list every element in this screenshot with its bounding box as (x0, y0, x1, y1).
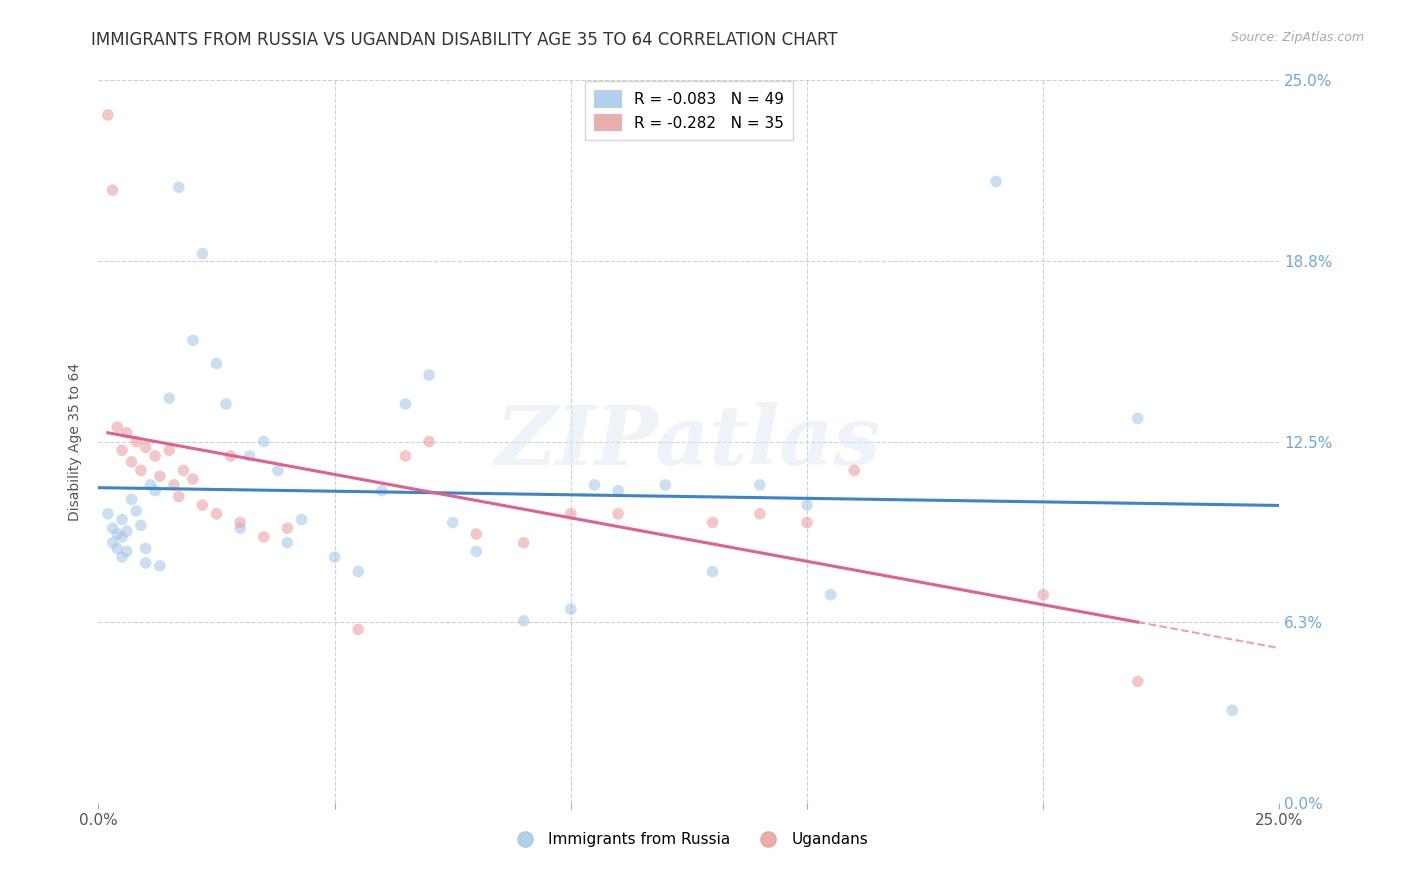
Point (129, 518, 152, 533)
Y-axis label: Disability Age 35 to 64: Disability Age 35 to 64 (69, 362, 83, 521)
Point (125, 434, 148, 449)
Point (347, 623, 370, 637)
Point (1126, 674, 1149, 689)
Point (115, 524, 138, 538)
Point (276, 535, 298, 549)
Point (135, 556, 157, 570)
Point (267, 463, 290, 477)
Point (441, 516, 464, 530)
Point (702, 516, 724, 530)
Point (143, 449, 166, 463)
Point (105, 527, 128, 541)
Point (215, 397, 238, 411)
Point (105, 541, 128, 556)
Point (101, 183, 124, 197)
Point (239, 449, 262, 463)
Point (844, 463, 866, 477)
Point (323, 550, 346, 565)
Point (229, 516, 252, 530)
Point (105, 420, 128, 434)
Point (191, 246, 214, 260)
Text: Source: ZipAtlas.com: Source: ZipAtlas.com (1230, 31, 1364, 45)
Point (181, 334, 204, 348)
Point (219, 449, 242, 463)
Point (172, 463, 194, 477)
Point (121, 492, 143, 507)
Point (97, 108, 120, 122)
Point (229, 521, 252, 535)
Point (191, 498, 214, 512)
Point (371, 483, 394, 498)
Point (149, 469, 172, 483)
Point (157, 443, 180, 458)
Point (205, 507, 228, 521)
Point (347, 565, 370, 579)
Point (181, 472, 204, 486)
Point (1032, 588, 1054, 602)
Point (512, 535, 534, 549)
Text: IMMIGRANTS FROM RUSSIA VS UGANDAN DISABILITY AGE 35 TO 64 CORRELATION CHART: IMMIGRANTS FROM RUSSIA VS UGANDAN DISABI… (91, 31, 838, 49)
Point (607, 483, 630, 498)
Point (143, 483, 166, 498)
Point (748, 478, 770, 492)
Legend: Immigrants from Russia, Ugandans: Immigrants from Russia, Ugandans (503, 826, 875, 853)
Point (129, 463, 152, 477)
Point (796, 498, 818, 512)
Point (253, 434, 276, 449)
Point (583, 478, 606, 492)
Point (796, 516, 818, 530)
Point (276, 521, 298, 535)
Point (290, 512, 312, 526)
Point (115, 425, 138, 440)
Point (702, 565, 724, 579)
Point (101, 521, 124, 535)
Point (1220, 703, 1243, 717)
Point (820, 588, 842, 602)
Point (654, 478, 676, 492)
Point (984, 174, 1007, 188)
Point (135, 541, 157, 556)
Point (111, 530, 134, 544)
Point (560, 602, 582, 616)
Point (253, 530, 276, 544)
Point (465, 544, 488, 558)
Point (512, 614, 534, 628)
Point (111, 512, 134, 526)
Point (157, 391, 180, 405)
Point (139, 478, 162, 492)
Point (121, 455, 143, 469)
Point (748, 507, 770, 521)
Point (465, 527, 488, 541)
Point (97, 507, 120, 521)
Point (115, 544, 138, 558)
Point (101, 535, 124, 549)
Point (418, 434, 440, 449)
Point (111, 443, 134, 458)
Point (394, 397, 416, 411)
Point (394, 449, 416, 463)
Point (167, 180, 190, 194)
Point (418, 368, 440, 382)
Point (560, 507, 582, 521)
Point (1126, 411, 1149, 425)
Text: ZIPatlas: ZIPatlas (496, 401, 882, 482)
Point (125, 504, 148, 518)
Point (111, 550, 134, 565)
Point (149, 558, 172, 573)
Point (135, 440, 157, 454)
Point (205, 357, 228, 371)
Point (167, 490, 190, 504)
Point (163, 478, 186, 492)
Point (607, 507, 630, 521)
